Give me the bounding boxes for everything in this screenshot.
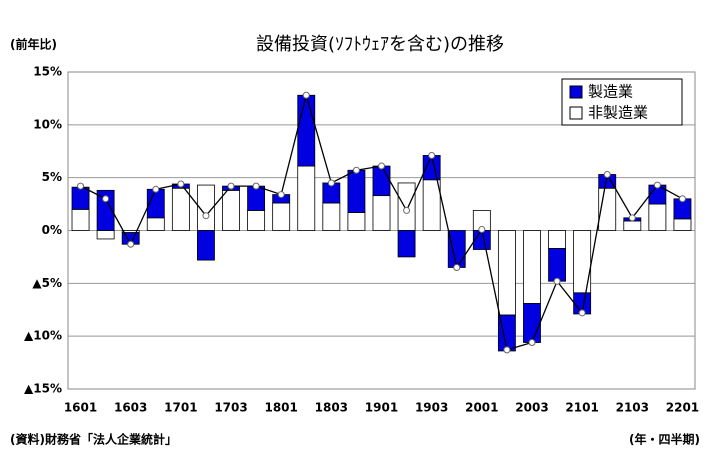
bar-segment (146, 217, 165, 231)
bar-segment (247, 185, 266, 211)
bar-segment (322, 202, 341, 231)
x-axis-label: (年・四半期) (629, 432, 700, 447)
x-tick-label: 1603 (114, 401, 147, 415)
x-tick-label: 2001 (465, 401, 498, 415)
bar-segment (347, 169, 366, 213)
legend-label: 非製造業 (588, 104, 648, 122)
bar-segment (297, 94, 316, 167)
bar-segment (472, 230, 491, 250)
total-point (77, 182, 85, 190)
total-point (127, 240, 135, 248)
total-point (227, 182, 235, 190)
total-point (202, 212, 210, 220)
y-tick-label: 10% (33, 117, 62, 131)
x-tick-label: 1701 (164, 401, 197, 415)
total-point (102, 195, 110, 203)
total-point (302, 91, 310, 99)
legend-swatch (569, 106, 583, 120)
y-tick-label: 15% (33, 65, 62, 79)
bar-segment (372, 195, 391, 231)
bar-segment (347, 212, 366, 231)
total-point (453, 263, 461, 271)
bar-segment (397, 182, 416, 231)
x-tick-label: 1803 (315, 401, 348, 415)
bar-segment (222, 189, 240, 231)
total-point (152, 185, 160, 193)
x-tick-label: 2103 (616, 401, 649, 415)
x-tick-label: 1903 (415, 401, 448, 415)
bar-segment (247, 210, 266, 231)
bar-segment (96, 189, 115, 231)
bar-segment (523, 303, 541, 343)
y-tick-label: ▲10% (24, 329, 62, 343)
total-point (553, 277, 561, 285)
total-point (678, 195, 686, 203)
bar-segment (197, 230, 215, 261)
legend-swatch (569, 85, 583, 99)
y-tick-label: ▲15% (24, 382, 62, 396)
plot-border (67, 71, 696, 390)
x-tick-label: 2201 (666, 401, 699, 415)
bar-segment (96, 230, 115, 240)
total-point (252, 182, 260, 190)
total-point (277, 191, 285, 199)
bar-segment (548, 230, 566, 249)
source-note: (資料)財務省「法人企業統計」 (10, 432, 177, 447)
x-tick-label: 2101 (565, 401, 598, 415)
y-axis-label: (前年比) (10, 37, 57, 52)
y-tick-label: 5% (42, 170, 62, 184)
total-point (528, 339, 536, 347)
chart-title: 設備投資(ｿﾌﾄｳｪｱを含む)の推移 (256, 34, 504, 55)
bar-segment (447, 230, 466, 268)
total-point (378, 162, 385, 170)
legend-label: 製造業 (588, 83, 633, 101)
total-point (503, 346, 511, 354)
total-point (352, 166, 360, 174)
bar-segment (422, 179, 441, 231)
total-point (603, 170, 611, 178)
total-point (327, 179, 335, 187)
y-tick-label: 0% (42, 223, 62, 237)
bar-segment (71, 186, 90, 210)
bar-segment (648, 203, 667, 231)
total-point (177, 180, 185, 188)
total-point (653, 181, 661, 189)
x-tick-label: 1601 (64, 401, 97, 415)
total-point (428, 151, 436, 159)
bar-segment (548, 248, 566, 282)
x-tick-label: 1703 (214, 401, 247, 415)
total-point (628, 214, 636, 222)
bar-segment (623, 220, 642, 231)
bar-segment (497, 230, 516, 316)
bar-segment (272, 202, 291, 231)
total-point (403, 206, 411, 214)
total-point (478, 225, 486, 233)
x-tick-label: 2003 (515, 401, 548, 415)
x-tick-label: 1901 (365, 401, 398, 415)
bar-segment (372, 165, 391, 197)
bar-segment (523, 230, 541, 304)
y-tick-label: ▲5% (32, 276, 62, 290)
total-point (578, 309, 586, 317)
bar-segment (71, 208, 90, 231)
bar-segment (673, 218, 692, 231)
bar-segment (297, 165, 316, 231)
bar-segment (171, 187, 190, 231)
x-tick-label: 1801 (264, 401, 297, 415)
bar-segment (397, 230, 416, 258)
